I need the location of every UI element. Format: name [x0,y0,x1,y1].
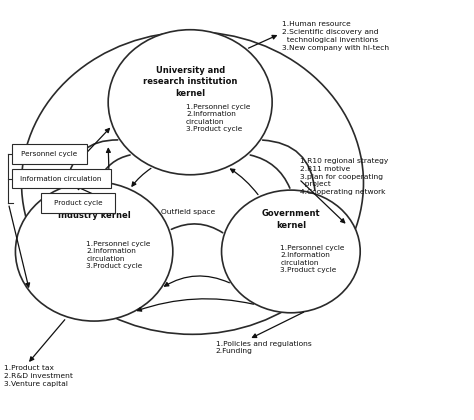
Text: 1.Personnel cycle
2.Information
circulation
3.Product cycle: 1.Personnel cycle 2.Information circulat… [86,241,151,269]
FancyBboxPatch shape [41,194,115,213]
Text: Outfield space: Outfield space [161,209,215,215]
FancyArrowPatch shape [137,299,254,311]
FancyArrowPatch shape [172,224,223,233]
Text: 1.Personnel cycle
2.Information
circulation
3.Product cycle: 1.Personnel cycle 2.Information circulat… [281,244,345,273]
FancyArrowPatch shape [99,155,130,180]
Text: Industry kernel: Industry kernel [58,211,130,220]
FancyArrowPatch shape [67,140,118,183]
Text: 1.Personnel cycle
2.Information
circulation
3.Product cycle: 1.Personnel cycle 2.Information circulat… [186,104,250,132]
FancyArrowPatch shape [230,169,258,194]
FancyArrowPatch shape [164,276,229,286]
Text: 1.R10 regional strategy
2.R11 motive
3.plan for cooperating
  project
4.Cooperat: 1.R10 regional strategy 2.R11 motive 3.p… [300,158,389,195]
Circle shape [108,30,272,175]
Text: Product cycle: Product cycle [54,200,102,206]
Text: Information circulation: Information circulation [20,176,102,181]
Circle shape [221,190,360,313]
Text: Personnel cycle: Personnel cycle [21,151,78,157]
FancyArrowPatch shape [250,155,290,188]
Circle shape [16,182,173,321]
FancyArrowPatch shape [132,168,151,186]
Text: Government
kernel: Government kernel [262,210,320,230]
Text: 1.Product tax
2.R&D investment
3.Venture capital: 1.Product tax 2.R&D investment 3.Venture… [4,365,73,387]
Text: 1.Human resource
2.Scientific discovery and
  technological inventions
3.New com: 1.Human resource 2.Scientific discovery … [282,21,389,51]
FancyArrowPatch shape [263,140,315,190]
Text: University and
research institution
kernel: University and research institution kern… [143,66,237,97]
FancyBboxPatch shape [12,144,87,163]
Text: 1.Policies and regulations
2.Funding: 1.Policies and regulations 2.Funding [216,341,312,354]
FancyBboxPatch shape [12,168,110,189]
